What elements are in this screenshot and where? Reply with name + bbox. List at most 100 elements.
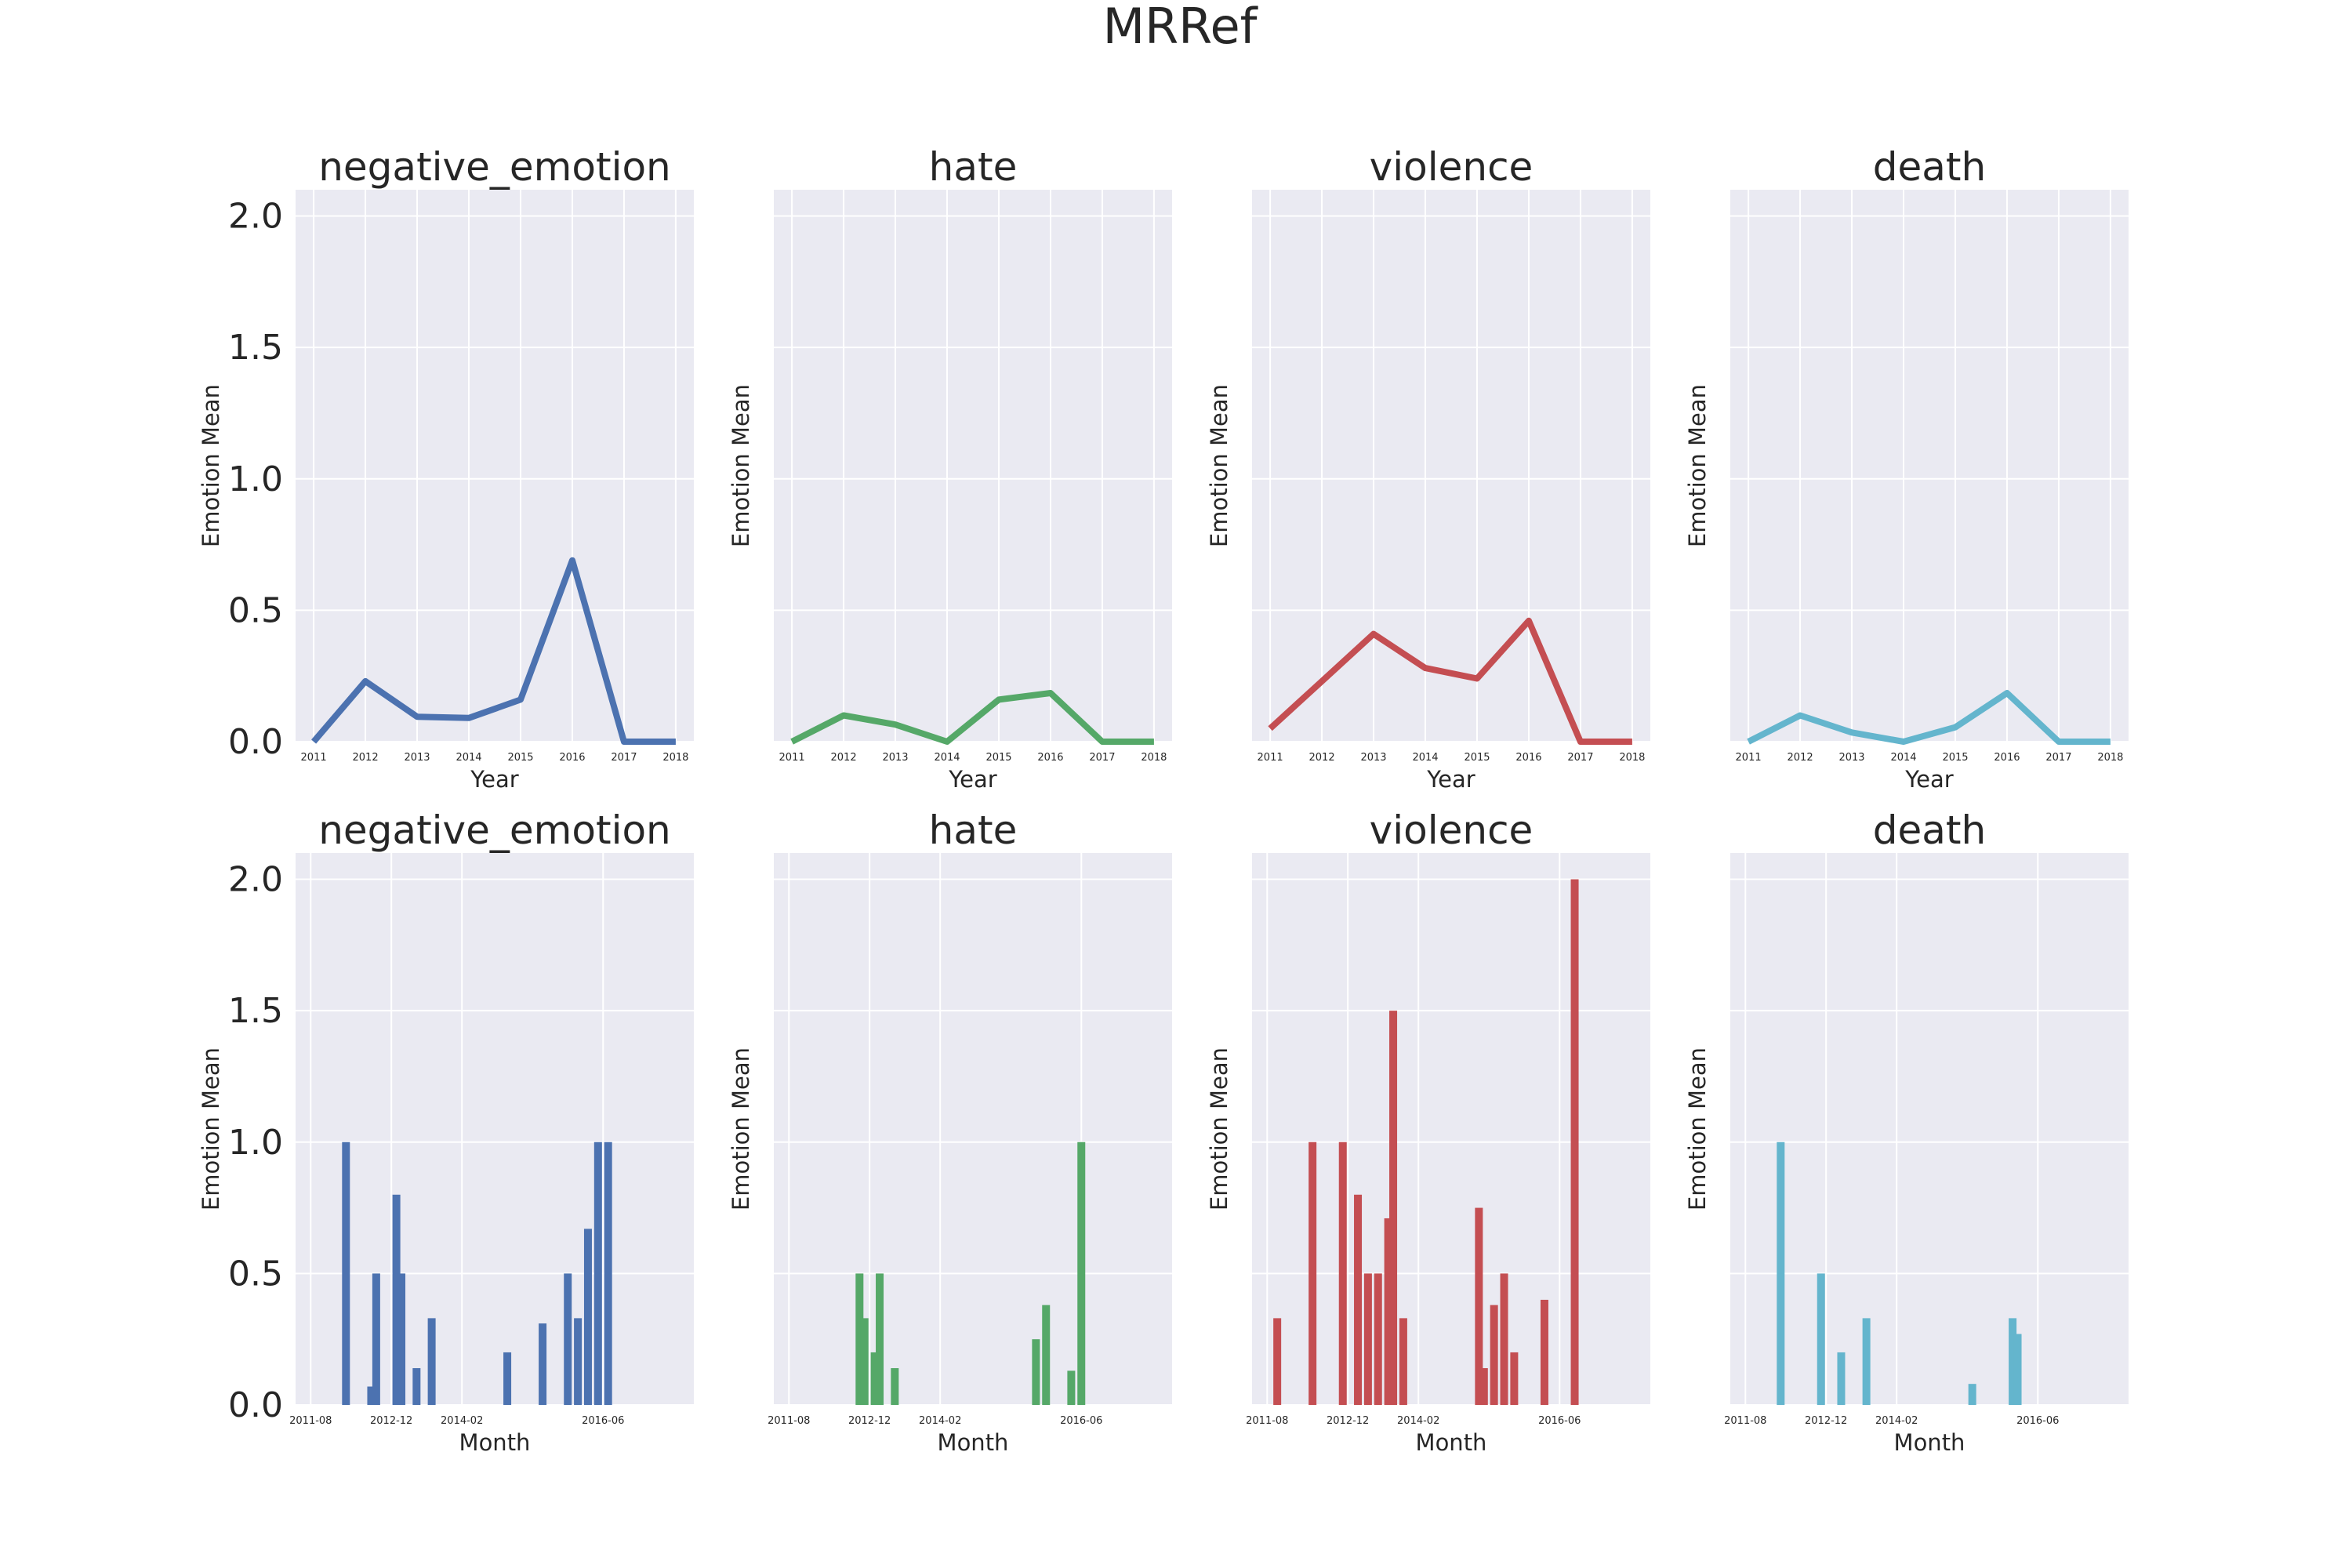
bar-2013-08	[1862, 1318, 1871, 1405]
x-tick-label: 2017	[611, 752, 637, 764]
bar-2012-03	[342, 1142, 350, 1405]
bar-2016-01	[2009, 1318, 2017, 1405]
bar-2012-05	[1308, 1142, 1317, 1405]
x-tick-label: 2017	[2045, 752, 2071, 764]
chart-panel-death-line: 2011 2012 2013 2014 2015 2016 2017 2018 death Yea…	[1684, 144, 2129, 793]
x-tick-label: 2012	[1788, 752, 1813, 764]
x-tick-label: 2014-02	[1397, 1415, 1439, 1427]
x-tick-label: 2016	[1515, 752, 1541, 764]
y-axis-label: Emotion Mean	[1206, 384, 1232, 547]
bar-2013-03	[1837, 1352, 1846, 1405]
x-tick-label: 2016-06	[582, 1415, 624, 1427]
plot-area	[296, 853, 694, 1405]
x-tick-label: 2016-06	[1060, 1415, 1102, 1427]
chart-panel-negative_emotion-line: 0.0 0.5 1.0 1.5 2.0 2011 2012 2013 2014 2015 2016 2…	[198, 144, 694, 793]
figure-title: MRRef	[1103, 0, 1259, 55]
bar-2012-10	[855, 1273, 864, 1405]
x-tick-label: 2016-06	[1538, 1415, 1581, 1427]
bar-2015-03	[1479, 1368, 1488, 1405]
bar-2013-01	[870, 1352, 879, 1405]
panel-title: death	[1873, 144, 1986, 190]
bar-2016-01	[574, 1318, 583, 1405]
x-tick-label: 2011-08	[768, 1415, 810, 1427]
bar-2013-08	[1384, 1218, 1392, 1405]
bar-2016-03	[1540, 1299, 1548, 1405]
bar-2013-05	[412, 1368, 421, 1405]
x-tick-label: 2014-02	[441, 1415, 483, 1427]
bar-2016-02	[2013, 1334, 2022, 1405]
bar-2012-08	[367, 1386, 376, 1405]
bar-2015-05	[1968, 1384, 1976, 1405]
x-tick-label: 2011-08	[289, 1415, 332, 1427]
x-tick-label: 2015	[507, 752, 533, 764]
bar-2016-06	[1077, 1142, 1086, 1405]
series-line-death	[1747, 690, 2111, 745]
chart-panel-violence-line: 2011 2012 2013 2014 2015 2016 2017 2018 violence…	[1206, 144, 1650, 793]
bar-2016-09	[1570, 879, 1579, 1405]
chart-panel-negative_emotion-bar: 0.0 0.5 1.0 1.5 2.0 2011-08 2012-12 2014-02 2016…	[198, 808, 694, 1456]
x-tick-label: 2015	[1942, 752, 1968, 764]
series-line-negative_emotion	[311, 557, 676, 745]
bar-2013-05	[891, 1368, 899, 1405]
y-tick-label: 0.5	[228, 590, 283, 630]
chart-panel-hate-bar: 2011-08 2012-12 2014-02 2016-06 hate Month Emo…	[728, 808, 1172, 1456]
x-tick-label: 2013	[1838, 752, 1864, 764]
bar-2012-11	[1338, 1142, 1347, 1405]
y-axis-label: Emotion Mean	[1684, 1047, 1711, 1210]
y-axis-label: Emotion Mean	[198, 384, 224, 547]
y-tick-label: 2.0	[228, 860, 283, 900]
bar-2016-07	[604, 1142, 612, 1405]
x-tick-label: 2013	[404, 752, 430, 764]
x-tick-label: 2011	[301, 752, 327, 764]
x-tick-label: 2011	[1258, 752, 1283, 764]
bar-2013-02	[1354, 1194, 1363, 1405]
x-tick-label: 2016	[1037, 752, 1063, 764]
x-tick-label: 2012	[353, 752, 379, 764]
plot-area	[1730, 190, 2129, 742]
x-axis-label: Year	[470, 766, 518, 793]
y-tick-label: 1.5	[228, 991, 283, 1031]
x-tick-label: 2018	[2097, 752, 2123, 764]
bar-2015-05	[1490, 1305, 1498, 1405]
y-tick-label: 1.0	[228, 459, 283, 499]
chart-panel-death-bar: 2011-08 2012-12 2014-02 2016-06 death Month Em…	[1684, 808, 2129, 1456]
bar-2013-06	[1374, 1273, 1382, 1405]
panel-title: hate	[929, 808, 1018, 853]
x-tick-label: 2014	[1890, 752, 1916, 764]
bar-2013-01	[392, 1194, 401, 1405]
x-tick-label: 2012-12	[1327, 1415, 1369, 1427]
y-tick-label: 1.0	[228, 1123, 283, 1163]
x-tick-label: 2011-08	[1246, 1415, 1288, 1427]
plot-area	[296, 190, 694, 742]
x-tick-label: 2017	[1089, 752, 1115, 764]
x-tick-label: 2016	[1994, 752, 2020, 764]
bar-2014-11	[503, 1352, 512, 1405]
y-axis-label: Emotion Mean	[728, 384, 754, 547]
bar-2015-11	[564, 1273, 572, 1405]
y-tick-label: 0.0	[228, 722, 283, 762]
x-tick-label: 2012-12	[370, 1415, 412, 1427]
x-tick-label: 2012	[1309, 752, 1335, 764]
x-axis-label: Month	[1894, 1429, 1965, 1456]
bar-2013-02	[397, 1273, 406, 1405]
y-tick-label: 2.0	[228, 197, 283, 237]
plot-area	[774, 190, 1172, 742]
x-axis-label: Year	[1904, 766, 1953, 793]
bar-2012-11	[860, 1318, 869, 1405]
x-tick-label: 2017	[1567, 752, 1593, 764]
y-axis-label: Emotion Mean	[198, 1047, 224, 1210]
x-axis-label: Month	[1416, 1429, 1487, 1456]
x-tick-label: 2015	[985, 752, 1011, 764]
x-axis-label: Year	[948, 766, 996, 793]
bar-2013-11	[1399, 1318, 1407, 1405]
bar-2012-03	[1777, 1142, 1785, 1405]
panel-title: negative_emotion	[318, 808, 671, 853]
plot-area	[1730, 853, 2129, 1405]
bar-2016-03	[583, 1229, 592, 1405]
bar-2016-05	[593, 1142, 602, 1405]
chart-panel-violence-bar: 2011-08 2012-12 2014-02 2016-06 violence Mont…	[1206, 808, 1650, 1456]
x-tick-label: 2011-08	[1724, 1415, 1766, 1427]
x-axis-label: Month	[459, 1429, 531, 1456]
panel-title: negative_emotion	[318, 144, 671, 190]
